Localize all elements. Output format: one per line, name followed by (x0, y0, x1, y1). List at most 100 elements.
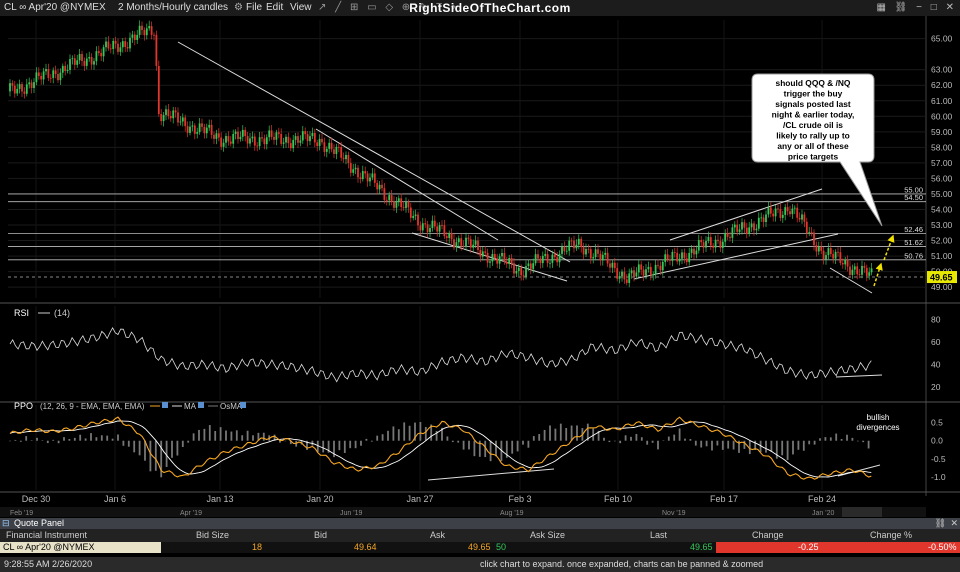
callout-text: should QQQ & /NQ trigger the buy signals p… (772, 78, 855, 162)
candle-body (198, 123, 201, 133)
rsi-panel: 80 60 40 20 (9, 314, 941, 392)
osma-bar (41, 440, 44, 441)
osma-bar (468, 440, 470, 450)
candle-body (181, 117, 184, 122)
col-bid[interactable]: Bid (314, 530, 328, 540)
minimize-icon[interactable]: − (916, 2, 922, 13)
candle-body (796, 207, 799, 218)
col-instrument[interactable]: Financial Instrument (6, 530, 88, 540)
candle-body (585, 249, 587, 255)
candle-body (515, 270, 518, 274)
ppo-tick-label: 0.5 (931, 418, 943, 428)
candle-body (865, 267, 868, 276)
candle-body (311, 132, 314, 137)
rsi-params: (14) (54, 308, 70, 318)
candle-body (551, 254, 554, 263)
candle-body (28, 82, 31, 85)
time-tick-label: Jan 27 (406, 494, 433, 504)
candle-body (172, 110, 175, 119)
osma-bar (489, 440, 492, 462)
window-controls: ▦ ⛓ − □ ✕ (870, 0, 954, 16)
candle-body (143, 30, 146, 36)
candle-body (774, 208, 777, 217)
candle-body (282, 142, 285, 144)
close-icon[interactable]: ✕ (945, 2, 954, 13)
price-tick-label: 60.00 (931, 111, 953, 121)
candle-body (640, 264, 643, 270)
candle-body (105, 41, 107, 48)
col-last[interactable]: Last (650, 530, 668, 540)
candle-body (690, 248, 693, 253)
menu-edit[interactable]: Edit (266, 2, 284, 13)
candle-body (568, 240, 571, 251)
candle-body (493, 253, 496, 259)
candle-body (633, 270, 635, 277)
candle-body (109, 48, 112, 50)
gear-icon[interactable]: ⚙ (234, 2, 243, 13)
osma-bar (770, 440, 773, 453)
menu-view[interactable]: View (290, 2, 312, 13)
col-change-pct[interactable]: Change % (870, 530, 913, 540)
maximize-icon[interactable]: □ (930, 2, 937, 13)
timeframe-label[interactable]: 2 Months/Hourly candles (118, 2, 229, 13)
osma-bar (495, 440, 497, 457)
osma-bar (624, 435, 627, 441)
candle-body (213, 134, 215, 139)
price-tick-label: 53.00 (931, 220, 953, 230)
candle-body (321, 138, 323, 143)
candle-body (513, 263, 515, 274)
candle-body (251, 136, 254, 139)
candle-body (277, 132, 280, 134)
osma-bar (781, 440, 784, 456)
quote-row[interactable]: CL ∞ Apr'20 @NYMEX 18 49.64 49.65 50 49.… (0, 542, 960, 553)
candle-body (659, 265, 662, 271)
osma-bar (95, 437, 98, 441)
candle-body (757, 217, 760, 229)
price-tick-label: 49.00 (931, 282, 953, 292)
candle-body (681, 252, 683, 259)
candle-body (522, 275, 525, 277)
ppo-legend: PPO (12, 26, 9 - EMA, EMA, EMA) MA OsMA (14, 401, 246, 411)
layout-icon[interactable]: ▦ (876, 2, 886, 13)
osma-bar (705, 440, 708, 447)
candle-body (373, 173, 376, 183)
osma-bar (538, 434, 541, 441)
time-tick-label: Jan 13 (206, 494, 233, 504)
quote-instrument[interactable]: CL ∞ Apr'20 @NYMEX (0, 542, 161, 553)
symbol-label[interactable]: CL ∞ Apr'20 @NYMEX (4, 2, 106, 13)
quote-panel-link-icon[interactable]: ⛓ (934, 518, 946, 528)
candle-body (261, 137, 263, 139)
candle-body (678, 258, 681, 262)
candle-body (61, 65, 64, 73)
candle-body (100, 52, 103, 57)
col-bid-size[interactable]: Bid Size (196, 530, 230, 540)
osma-bar (511, 440, 514, 454)
col-change[interactable]: Change (752, 530, 784, 540)
link-icon[interactable]: ⛓ (894, 2, 908, 13)
osma-bar (565, 428, 568, 441)
candle-body (541, 255, 544, 264)
price-tick-label: 55.00 (931, 189, 953, 199)
col-ask-size[interactable]: Ask Size (530, 530, 566, 540)
candle-body (779, 209, 782, 218)
osma-bar (241, 435, 244, 441)
candle-body (438, 225, 441, 232)
candle-body (765, 214, 767, 223)
osma-bar (597, 430, 600, 441)
rsi-title: RSI (14, 308, 29, 318)
drawing-tools-icons[interactable]: ↗ ╱ ⊞ ▭ ◇ ⊕ ✎ T ⌖ (318, 2, 460, 13)
menu-file[interactable]: File (246, 2, 263, 13)
candle-body (702, 242, 705, 248)
candle-body (25, 84, 28, 94)
osma-bar (543, 429, 546, 441)
col-ask[interactable]: Ask (430, 530, 446, 540)
candle-body (9, 83, 11, 92)
time-tick-label: Feb 17 (710, 494, 738, 504)
quote-panel-close-icon[interactable]: ✕ (950, 518, 958, 528)
candle-body (299, 140, 302, 143)
candle-body (484, 251, 487, 253)
candle-body (393, 201, 395, 208)
candle-body (337, 146, 340, 148)
candle-body (69, 59, 71, 70)
